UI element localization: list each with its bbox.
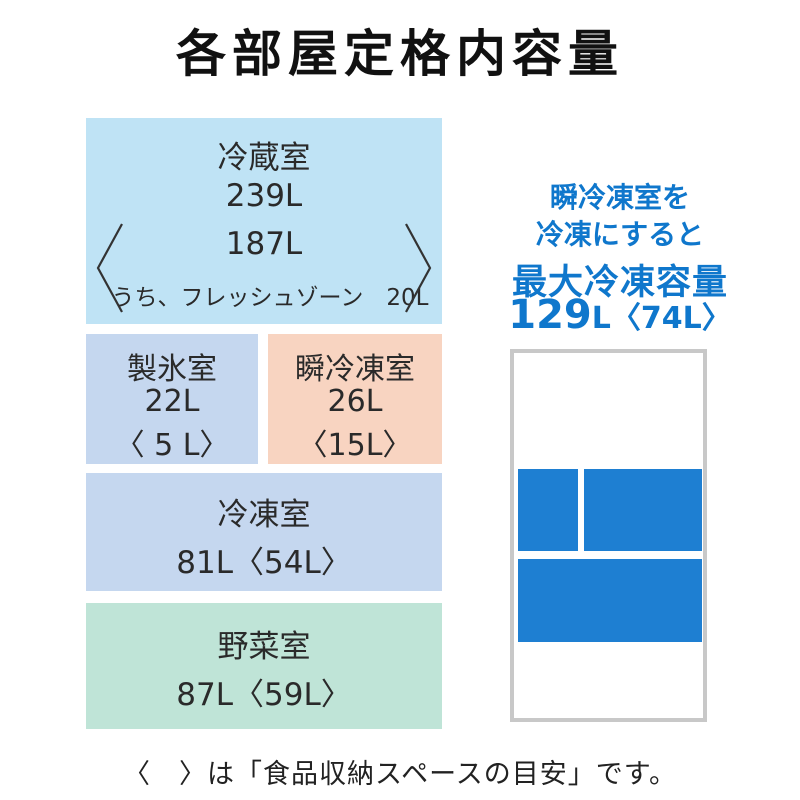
max-capacity-storage: 〈74L〉 bbox=[610, 301, 732, 336]
instant-to-freeze-label-2: 冷凍にすると bbox=[535, 218, 705, 251]
fridge-compartment: 冷蔵室 239L 187L うち、フレッシュゾーン 20L bbox=[86, 118, 442, 324]
fresh-zone-label: うち、フレッシュゾーン 20L bbox=[111, 285, 429, 311]
ice-compartment: 製氷室 22L 〈 5 L〉 bbox=[86, 334, 258, 464]
instant-freeze-block bbox=[518, 469, 578, 551]
vegetable-capacity: 87L bbox=[176, 677, 233, 713]
freezer-capacity: 81L bbox=[176, 545, 233, 581]
left-angle-bracket bbox=[96, 223, 123, 313]
vegetable-compartment: 野菜室 87L〈59L〉 bbox=[86, 603, 442, 729]
freezer-storage: 〈54L〉 bbox=[233, 545, 352, 581]
ice-freeze-block bbox=[584, 469, 702, 551]
instant-storage: 〈15L〉 bbox=[297, 428, 413, 463]
footer-note: 〈 〉は「食品収納スペースの目安」です。 bbox=[122, 759, 678, 790]
vegetable-name: 野菜室 bbox=[217, 629, 311, 665]
freezer-capacity-line: 81L〈54L〉 bbox=[86, 537, 442, 582]
ice-capacity: 22L bbox=[144, 384, 200, 419]
fridge-storage: 187L bbox=[225, 226, 303, 262]
fridge-capacity: 239L bbox=[225, 178, 303, 214]
instant-capacity: 26L bbox=[327, 384, 383, 419]
freezer-block bbox=[518, 559, 702, 642]
max-freeze-capacity-value: 129L〈74L〉 bbox=[470, 292, 770, 338]
vegetable-storage: 〈59L〉 bbox=[233, 677, 352, 713]
freezer-compartment: 冷凍室 81L〈54L〉 bbox=[86, 473, 442, 591]
max-freeze-capacity-label: 最大冷凍容量 bbox=[511, 263, 728, 303]
instant-to-freeze-label-1: 瞬冷凍室を bbox=[549, 181, 690, 214]
freezer-name: 冷凍室 bbox=[217, 497, 311, 533]
ice-name: 製氷室 bbox=[127, 352, 217, 387]
instant-freeze-compartment: 瞬冷凍室 26L 〈15L〉 bbox=[268, 334, 442, 464]
max-capacity-number: 129 bbox=[508, 292, 592, 338]
ice-storage: 〈 5 L〉 bbox=[114, 428, 230, 463]
right-angle-bracket bbox=[405, 223, 432, 313]
page-title: 各部屋定格内容量 bbox=[176, 25, 624, 83]
vegetable-capacity-line: 87L〈59L〉 bbox=[86, 669, 442, 714]
instant-name: 瞬冷凍室 bbox=[295, 352, 415, 387]
fridge-name: 冷蔵室 bbox=[217, 140, 311, 176]
max-capacity-unit: L bbox=[591, 301, 611, 336]
